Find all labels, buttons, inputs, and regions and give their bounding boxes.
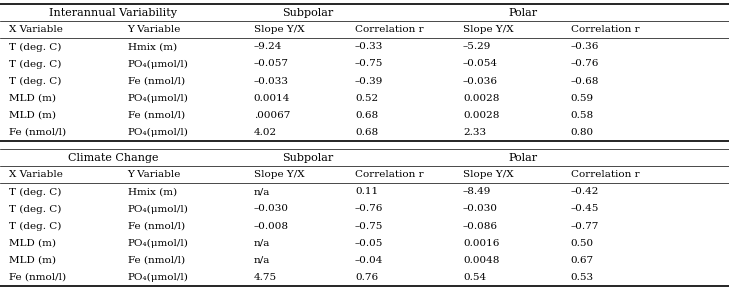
Text: 0.68: 0.68 — [355, 128, 378, 137]
Text: –0.42: –0.42 — [571, 187, 599, 196]
Text: 0.67: 0.67 — [571, 255, 594, 264]
Text: n/a: n/a — [254, 239, 270, 248]
Text: –0.75: –0.75 — [355, 222, 383, 231]
Text: 0.0028: 0.0028 — [463, 110, 499, 119]
Text: Hmix (m): Hmix (m) — [128, 187, 176, 196]
Text: X Variable: X Variable — [9, 171, 63, 180]
Text: 2.33: 2.33 — [463, 128, 486, 137]
Text: Fe (nmol/l): Fe (nmol/l) — [128, 255, 184, 264]
Text: MLD (m): MLD (m) — [9, 239, 55, 248]
Text: –0.086: –0.086 — [463, 222, 498, 231]
Text: Y Variable: Y Variable — [128, 26, 181, 35]
Text: –0.45: –0.45 — [571, 204, 599, 213]
Text: –0.75: –0.75 — [355, 59, 383, 68]
Text: Hmix (m): Hmix (m) — [128, 42, 176, 51]
Text: Interannual Variability: Interannual Variability — [49, 8, 177, 18]
Text: –0.033: –0.033 — [254, 77, 289, 86]
Text: 0.0028: 0.0028 — [463, 94, 499, 103]
Text: –0.33: –0.33 — [355, 42, 383, 51]
Text: 0.80: 0.80 — [571, 128, 594, 137]
Text: PO₄(μmol/l): PO₄(μmol/l) — [128, 93, 189, 103]
Text: T (deg. C): T (deg. C) — [9, 42, 61, 52]
Text: T (deg. C): T (deg. C) — [9, 222, 61, 231]
Text: Slope Y/X: Slope Y/X — [463, 26, 513, 35]
Text: –0.054: –0.054 — [463, 59, 498, 68]
Text: –0.68: –0.68 — [571, 77, 599, 86]
Text: –5.29: –5.29 — [463, 42, 491, 51]
Text: Correlation r: Correlation r — [571, 26, 639, 35]
Text: PO₄(μmol/l): PO₄(μmol/l) — [128, 128, 189, 137]
Text: –0.057: –0.057 — [254, 59, 289, 68]
Text: 0.53: 0.53 — [571, 273, 594, 282]
Text: MLD (m): MLD (m) — [9, 255, 55, 264]
Text: Slope Y/X: Slope Y/X — [463, 171, 513, 180]
Text: T (deg. C): T (deg. C) — [9, 59, 61, 68]
Text: Subpolar: Subpolar — [282, 153, 333, 163]
Text: Fe (nmol/l): Fe (nmol/l) — [128, 110, 184, 119]
Text: –0.76: –0.76 — [571, 59, 599, 68]
Text: –0.39: –0.39 — [355, 77, 383, 86]
Text: 0.0014: 0.0014 — [254, 94, 290, 103]
Text: MLD (m): MLD (m) — [9, 110, 55, 119]
Text: 0.68: 0.68 — [355, 110, 378, 119]
Text: Y Variable: Y Variable — [128, 171, 181, 180]
Text: 4.02: 4.02 — [254, 128, 277, 137]
Text: 4.75: 4.75 — [254, 273, 277, 282]
Text: –0.030: –0.030 — [254, 204, 289, 213]
Text: T (deg. C): T (deg. C) — [9, 204, 61, 213]
Text: n/a: n/a — [254, 187, 270, 196]
Text: T (deg. C): T (deg. C) — [9, 187, 61, 197]
Text: Climate Change: Climate Change — [68, 153, 158, 163]
Text: –0.77: –0.77 — [571, 222, 599, 231]
Text: 0.11: 0.11 — [355, 187, 378, 196]
Text: –0.76: –0.76 — [355, 204, 383, 213]
Text: X Variable: X Variable — [9, 26, 63, 35]
Text: Slope Y/X: Slope Y/X — [254, 26, 304, 35]
Text: Fe (nmol/l): Fe (nmol/l) — [9, 128, 66, 137]
Text: Fe (nmol/l): Fe (nmol/l) — [128, 77, 184, 86]
Text: 0.59: 0.59 — [571, 94, 594, 103]
Text: Polar: Polar — [509, 153, 538, 163]
Text: Polar: Polar — [509, 8, 538, 18]
Text: –0.36: –0.36 — [571, 42, 599, 51]
Text: 0.0016: 0.0016 — [463, 239, 499, 248]
Text: PO₄(μmol/l): PO₄(μmol/l) — [128, 238, 189, 248]
Text: –0.008: –0.008 — [254, 222, 289, 231]
Text: PO₄(μmol/l): PO₄(μmol/l) — [128, 204, 189, 213]
Text: 0.58: 0.58 — [571, 110, 594, 119]
Text: T (deg. C): T (deg. C) — [9, 77, 61, 86]
Text: 0.76: 0.76 — [355, 273, 378, 282]
Text: Correlation r: Correlation r — [355, 26, 424, 35]
Text: .00067: .00067 — [254, 110, 290, 119]
Text: 0.52: 0.52 — [355, 94, 378, 103]
Text: –0.04: –0.04 — [355, 255, 383, 264]
Text: Fe (nmol/l): Fe (nmol/l) — [128, 222, 184, 231]
Text: Correlation r: Correlation r — [355, 171, 424, 180]
Text: –0.030: –0.030 — [463, 204, 498, 213]
Text: MLD (m): MLD (m) — [9, 94, 55, 103]
Text: –0.05: –0.05 — [355, 239, 383, 248]
Text: 0.54: 0.54 — [463, 273, 486, 282]
Text: Fe (nmol/l): Fe (nmol/l) — [9, 273, 66, 282]
Text: PO₄(μmol/l): PO₄(μmol/l) — [128, 273, 189, 282]
Text: –9.24: –9.24 — [254, 42, 282, 51]
Text: PO₄(μmol/l): PO₄(μmol/l) — [128, 59, 189, 68]
Text: Subpolar: Subpolar — [282, 8, 333, 18]
Text: Correlation r: Correlation r — [571, 171, 639, 180]
Text: Slope Y/X: Slope Y/X — [254, 171, 304, 180]
Text: 0.0048: 0.0048 — [463, 255, 499, 264]
Text: –8.49: –8.49 — [463, 187, 491, 196]
Text: n/a: n/a — [254, 255, 270, 264]
Text: 0.50: 0.50 — [571, 239, 594, 248]
Text: –0.036: –0.036 — [463, 77, 498, 86]
